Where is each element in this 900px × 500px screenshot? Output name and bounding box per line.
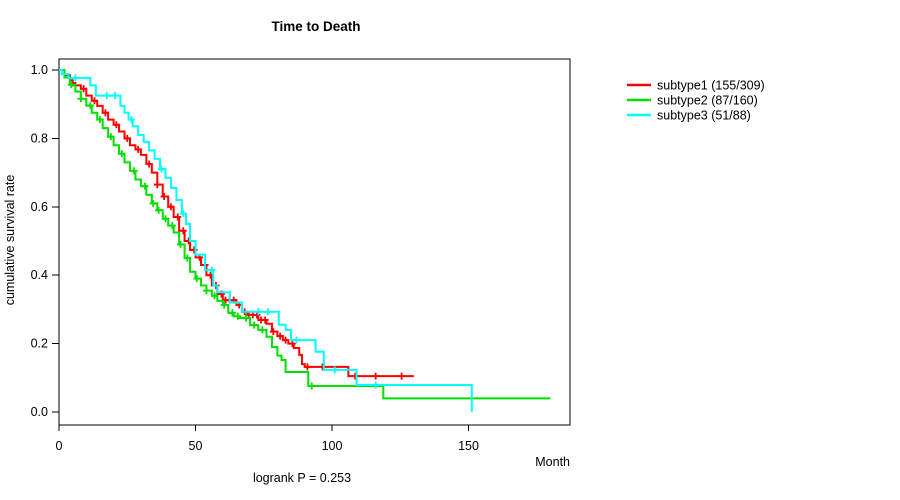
survival-curve-3	[59, 69, 473, 412]
censor-marks-2	[67, 81, 316, 390]
censor-marks-1	[69, 79, 406, 380]
chart-title: Time to Death	[271, 19, 360, 34]
y-tick-label: 0.8	[31, 131, 48, 145]
x-tick-label: 150	[458, 439, 479, 453]
logrank-pvalue: logrank P = 0.253	[253, 471, 351, 485]
y-tick-label: 0.4	[31, 268, 48, 282]
x-axis-label: Month	[535, 455, 570, 469]
legend: subtype1 (155/309)subtype2 (87/160)subty…	[627, 79, 765, 123]
legend-label-3: subtype3 (51/88)	[657, 109, 751, 123]
x-tick-label: 0	[56, 439, 63, 453]
y-tick-label: 0.2	[31, 337, 48, 351]
y-tick-label: 1.0	[31, 63, 48, 77]
y-tick-label: 0.6	[31, 200, 48, 214]
x-tick-label: 50	[189, 439, 203, 453]
axes: 0 50 100 150 0.0 0.2 0.4 0.6 0.8 1.0	[31, 63, 479, 453]
y-axis-label: cumulative survival rate	[3, 175, 17, 306]
plot-frame	[58, 58, 571, 426]
legend-label-1: subtype1 (155/309)	[657, 79, 765, 93]
plot-border	[58, 58, 571, 426]
x-tick-label: 100	[322, 439, 343, 453]
legend-label-2: subtype2 (87/160)	[657, 94, 758, 108]
censor-marks-3	[71, 74, 380, 389]
survival-curve-1	[59, 69, 414, 378]
y-tick-label: 0.0	[31, 405, 48, 419]
survival-curves	[59, 69, 551, 412]
